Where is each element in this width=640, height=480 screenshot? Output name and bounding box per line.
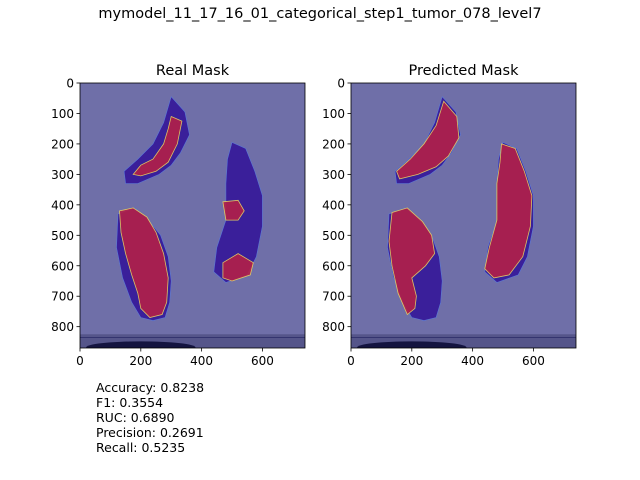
real-mask-panel: 0 200 400 600 0 100 200 300 400 500 600 700 800 Real … (51, 63, 306, 368)
real-mask-tumor-region (119, 207, 169, 318)
real-mask-xtick-label: 400 (190, 354, 213, 368)
predicted-mask-ytick-label: 700 (322, 290, 345, 304)
predicted-mask-xtick-label: 200 (400, 354, 423, 368)
real-mask-xtick-label: 200 (129, 354, 152, 368)
predicted-mask-xtick-label: 400 (461, 354, 484, 368)
real-mask-ytick-label: 600 (51, 259, 74, 273)
predicted-mask-ytick-label: 500 (322, 229, 345, 243)
predicted-mask-ytick-label: 800 (322, 320, 345, 334)
predicted-mask-ytick-label: 200 (322, 137, 345, 151)
real-mask-tumor-region (132, 115, 183, 177)
figure-suptitle: mymodel_11_17_16_01_categorical_step1_tu… (98, 6, 542, 22)
predicted-mask-slide-label (357, 341, 467, 348)
real-mask-slide-label (86, 341, 196, 348)
predicted-mask-tumor-region (388, 207, 436, 316)
real-mask-title: Real Mask (156, 63, 230, 79)
real-mask-ytick-label: 700 (51, 290, 74, 304)
predicted-mask-ytick-label: 600 (322, 259, 345, 273)
real-mask-ytick-label: 400 (51, 198, 74, 212)
real-mask-ytick-label: 200 (51, 137, 74, 151)
real-mask-xtick-label: 600 (251, 354, 274, 368)
predicted-mask-panel: 0 200 400 600 0 100 200 300 400 500 600 700 800 Predi… (322, 63, 577, 368)
real-mask-tumor-region (222, 253, 254, 282)
predicted-mask-axes-frame (350, 82, 577, 349)
metric-ruc: RUC: 0.6890 (96, 410, 175, 425)
metrics-block: Accuracy: 0.8238 F1: 0.3554 RUC: 0.6890 … (96, 380, 204, 455)
predicted-mask-image (351, 83, 576, 348)
predicted-mask-title: Predicted Mask (408, 63, 519, 79)
predicted-mask-background (351, 83, 576, 348)
real-mask-ytick-label: 0 (66, 77, 74, 91)
real-mask-ytick-label: 300 (51, 168, 74, 182)
predicted-mask-ytick-label: 100 (322, 107, 345, 121)
predicted-mask-xtick-label: 0 (347, 354, 355, 368)
real-mask-tumor-region (222, 199, 245, 221)
metric-precision: Precision: 0.2691 (96, 425, 204, 440)
predicted-mask-tumor-region (396, 100, 460, 180)
predicted-mask-xtick-label: 600 (522, 354, 545, 368)
real-mask-ytick-label: 800 (51, 320, 74, 334)
real-mask-axes-frame (79, 82, 306, 349)
real-mask-ytick-label: 100 (51, 107, 74, 121)
predicted-mask-ytick-label: 0 (337, 77, 345, 91)
metric-f1: F1: 0.3554 (96, 395, 164, 410)
real-mask-image (80, 83, 305, 348)
real-mask-background (80, 83, 305, 348)
predicted-mask-ytick-label: 300 (322, 168, 345, 182)
real-mask-xtick-label: 0 (76, 354, 84, 368)
predicted-mask-tumor-region (484, 143, 533, 279)
predicted-mask-ytick-label: 400 (322, 198, 345, 212)
real-mask-ytick-label: 500 (51, 229, 74, 243)
metric-recall: Recall: 0.5235 (96, 440, 186, 455)
metric-accuracy: Accuracy: 0.8238 (96, 380, 205, 395)
